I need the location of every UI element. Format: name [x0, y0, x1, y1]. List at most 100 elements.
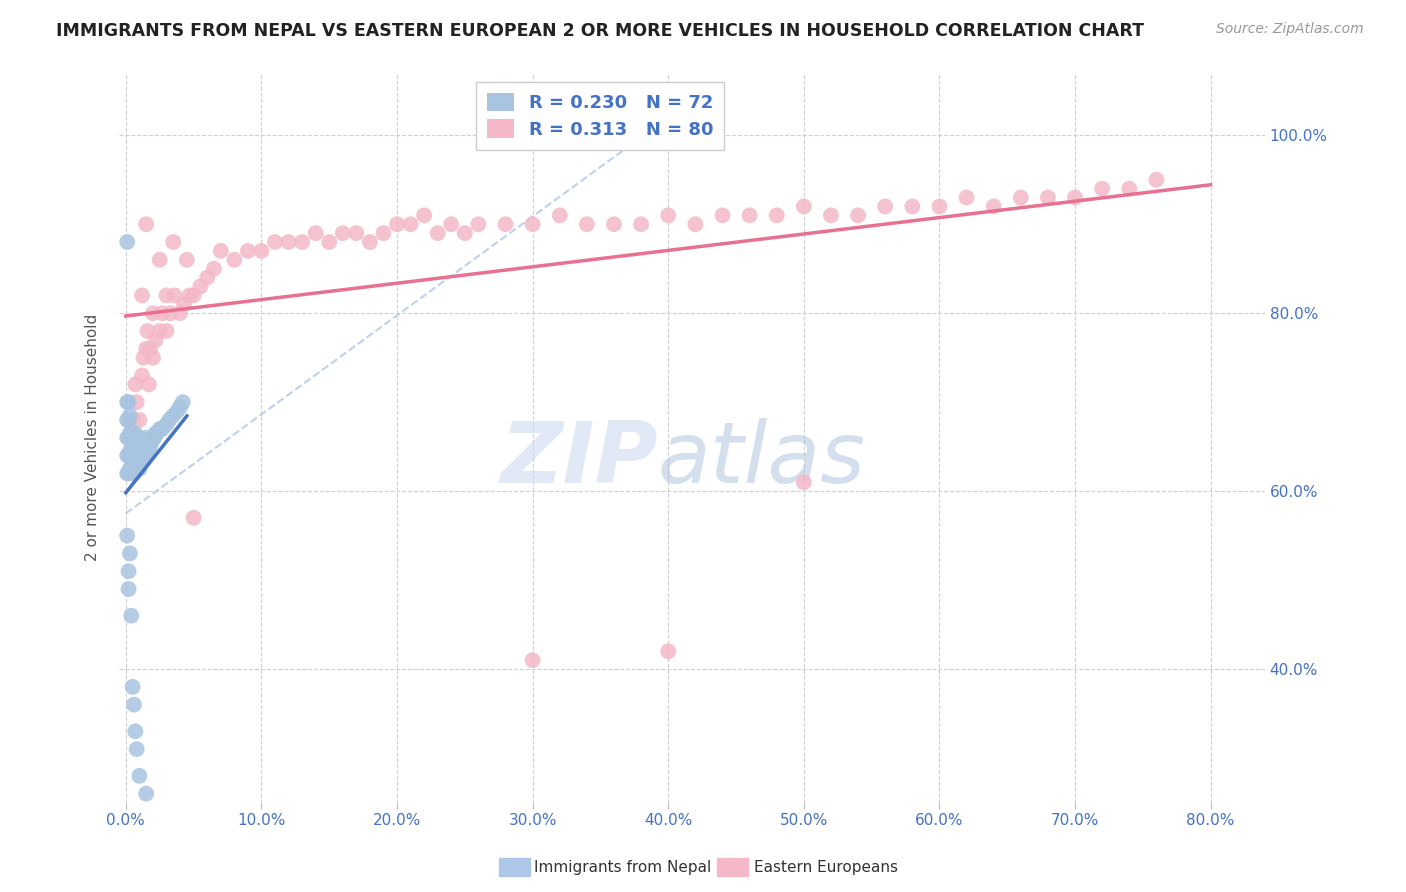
Point: [115, 413, 138, 427]
Point: [426, 226, 449, 240]
Point: [132, 453, 155, 467]
Point: [166, 404, 188, 418]
Point: [162, 409, 184, 423]
Point: [135, 431, 157, 445]
Point: [765, 208, 787, 222]
Point: [236, 244, 259, 258]
Point: [522, 653, 544, 667]
Point: [209, 244, 232, 258]
Point: [657, 208, 679, 222]
Point: [131, 453, 153, 467]
Point: [127, 462, 149, 476]
Point: [124, 462, 146, 476]
Point: [928, 199, 950, 213]
Point: [122, 431, 145, 445]
Point: [195, 270, 218, 285]
Point: [118, 409, 141, 423]
Point: [115, 235, 138, 249]
Point: [630, 217, 652, 231]
Legend: R = 0.230   N = 72, R = 0.313   N = 80: R = 0.230 N = 72, R = 0.313 N = 80: [477, 82, 724, 150]
Point: [373, 226, 395, 240]
Point: [344, 226, 367, 240]
Point: [169, 306, 191, 320]
Point: [1010, 190, 1032, 204]
Point: [495, 217, 517, 231]
Point: [190, 279, 212, 293]
Point: [149, 422, 172, 436]
Point: [128, 413, 150, 427]
Point: [157, 413, 180, 427]
Point: [155, 288, 177, 302]
Point: [145, 333, 167, 347]
Point: [117, 449, 139, 463]
Text: IMMIGRANTS FROM NEPAL VS EASTERN EUROPEAN 2 OR MORE VEHICLES IN HOUSEHOLD CORREL: IMMIGRANTS FROM NEPAL VS EASTERN EUROPEA…: [56, 22, 1144, 40]
Point: [163, 288, 186, 302]
Point: [522, 217, 544, 231]
Point: [172, 395, 194, 409]
Point: [128, 769, 150, 783]
Point: [125, 431, 148, 445]
Point: [264, 235, 287, 249]
Point: [125, 742, 148, 756]
Point: [131, 368, 153, 383]
Point: [305, 226, 328, 240]
Point: [117, 431, 139, 445]
Point: [277, 235, 299, 249]
Point: [179, 288, 201, 302]
Point: [117, 395, 139, 409]
Point: [603, 217, 626, 231]
Text: Eastern Europeans: Eastern Europeans: [754, 860, 897, 874]
Point: [115, 395, 138, 409]
Point: [820, 208, 842, 222]
Point: [117, 564, 139, 578]
Point: [121, 413, 143, 427]
Point: [685, 217, 707, 231]
Point: [128, 462, 150, 476]
Point: [132, 435, 155, 450]
Point: [127, 444, 149, 458]
Point: [121, 467, 143, 481]
Point: [134, 449, 156, 463]
Point: [124, 377, 146, 392]
Point: [122, 698, 145, 712]
Point: [120, 462, 142, 476]
Point: [440, 217, 463, 231]
Point: [318, 235, 340, 249]
Text: atlas: atlas: [658, 418, 866, 501]
Point: [793, 199, 815, 213]
Point: [183, 511, 205, 525]
Point: [124, 426, 146, 441]
Point: [875, 199, 897, 213]
Point: [118, 444, 141, 458]
Point: [117, 413, 139, 427]
Point: [124, 444, 146, 458]
Point: [121, 453, 143, 467]
Point: [135, 449, 157, 463]
Point: [125, 444, 148, 458]
Point: [1036, 190, 1059, 204]
Point: [202, 261, 225, 276]
Point: [143, 431, 166, 445]
Point: [128, 431, 150, 445]
Point: [118, 426, 141, 441]
Point: [138, 377, 160, 392]
Point: [846, 208, 869, 222]
Point: [135, 787, 157, 801]
Point: [136, 324, 159, 338]
Point: [120, 608, 142, 623]
Point: [176, 252, 198, 267]
Point: [138, 440, 160, 454]
Point: [139, 342, 162, 356]
Point: [983, 199, 1005, 213]
Point: [131, 288, 153, 302]
Point: [793, 475, 815, 490]
Point: [149, 252, 172, 267]
Point: [155, 324, 177, 338]
Point: [115, 431, 138, 445]
Point: [142, 431, 165, 445]
Point: [711, 208, 734, 222]
Point: [115, 467, 138, 481]
Point: [399, 217, 422, 231]
Point: [115, 449, 138, 463]
Point: [129, 458, 152, 472]
